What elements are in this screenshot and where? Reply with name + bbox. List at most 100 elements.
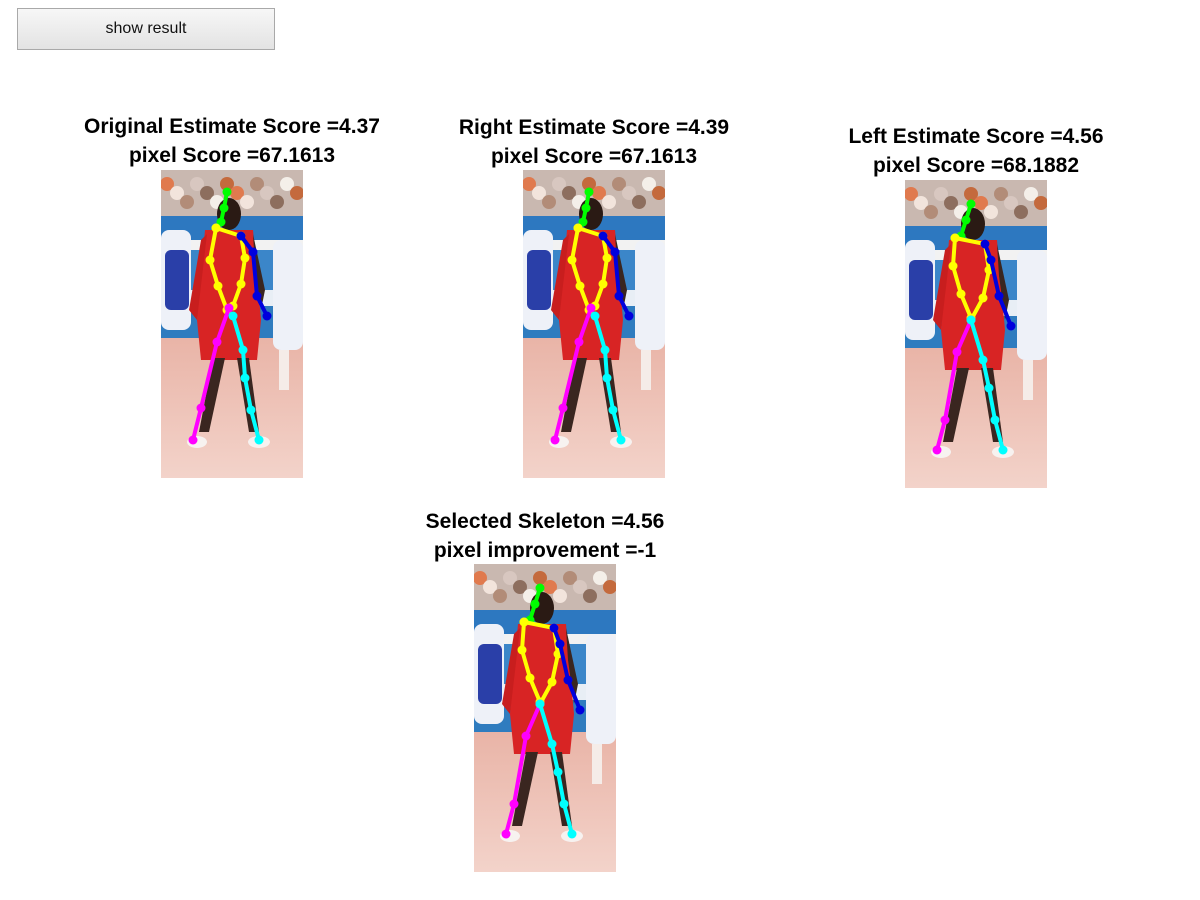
selected-skeleton [501, 583, 585, 839]
torso-joint [236, 279, 246, 289]
left-photo-background [905, 180, 1047, 488]
show-result-button[interactable]: show result [17, 8, 275, 50]
left-leg-joint [535, 699, 545, 709]
left-leg-joint [547, 739, 557, 749]
left-arm-joint [563, 675, 573, 685]
left-leg-joint [608, 405, 618, 415]
right-leg-limb [553, 306, 593, 442]
torso-joint [240, 253, 250, 263]
left-leg-joint [616, 435, 626, 445]
right-photo-svg [523, 170, 665, 478]
left-leg-joint [990, 415, 1000, 425]
original-pose-image [161, 170, 303, 478]
right-photo-background [523, 170, 665, 478]
left-arm-limb [983, 242, 1013, 328]
head-joint [584, 187, 594, 197]
selected-photo-svg [474, 564, 616, 872]
left-arm-joint [252, 291, 262, 301]
original-estimate-score-title: Original Estimate Score =4.37 [84, 115, 380, 138]
right-arm-joint [205, 255, 215, 265]
right-pose-image [523, 170, 665, 478]
left-leg-joint [602, 373, 612, 383]
right-leg-limb [504, 702, 542, 836]
left-arm-joint [555, 639, 565, 649]
head-joint [966, 199, 976, 209]
left-arm-joint [236, 231, 246, 241]
left-arm-joint [614, 291, 624, 301]
head-joint [530, 599, 540, 609]
left-arm-joint [262, 311, 272, 321]
left-leg-joint [984, 383, 994, 393]
torso-joint [602, 253, 612, 263]
left-arm-joint [624, 311, 634, 321]
right-skeleton [550, 187, 634, 445]
left-arm-joint [549, 623, 559, 633]
right-leg-joint [509, 799, 519, 809]
head-joint [535, 583, 545, 593]
right-leg-joint [932, 445, 942, 455]
original-estimate-panel: Original Estimate Score =4.37 pixel Scor… [40, 112, 424, 482]
left-leg-joint [590, 311, 600, 321]
torso-joint [978, 293, 988, 303]
right-arm-limb [208, 226, 229, 312]
selected-skeleton-score-title: Selected Skeleton =4.56 [425, 510, 665, 533]
left-leg-joint [254, 435, 264, 445]
right-leg-joint [196, 403, 206, 413]
left-pixel-score-title: pixel Score =68.1882 [872, 154, 1080, 177]
left-arm-limb [239, 234, 269, 318]
head-joint [578, 217, 588, 227]
right-arm-joint [948, 261, 958, 271]
right-leg-joint [940, 415, 950, 425]
left-pose-image [905, 180, 1047, 488]
left-arm-joint [598, 231, 608, 241]
right-leg-joint [521, 731, 531, 741]
left-estimate-panel: Left Estimate Score =4.56 pixel Score =6… [784, 122, 1168, 492]
right-leg-joint [212, 337, 222, 347]
right-arm-joint [567, 255, 577, 265]
right-arm-joint [519, 617, 529, 627]
left-estimate-score-title: Left Estimate Score =4.56 [848, 125, 1104, 148]
selected-pose-image [474, 564, 616, 872]
left-arm-joint [610, 247, 620, 257]
left-leg-joint [559, 799, 569, 809]
left-arm-limb [552, 626, 582, 712]
right-arm-limb [520, 620, 542, 704]
right-arm-limb [951, 236, 973, 320]
left-leg-joint [978, 355, 988, 365]
left-leg-joint [246, 405, 256, 415]
right-arm-joint [517, 645, 527, 655]
right-arm-joint [213, 281, 223, 291]
left-arm-joint [980, 239, 990, 249]
left-arm-limb [601, 234, 631, 318]
head-joint [581, 203, 591, 213]
right-arm-joint [525, 673, 535, 683]
left-arm-joint [248, 247, 258, 257]
original-skeleton [188, 187, 272, 445]
right-leg-joint [952, 347, 962, 357]
left-leg-joint [553, 767, 563, 777]
right-arm-joint [211, 223, 221, 233]
right-leg-joint [574, 337, 584, 347]
torso-joint [598, 279, 608, 289]
head-joint [961, 215, 971, 225]
left-leg-joint [238, 345, 248, 355]
selected-skeleton-panel: Selected Skeleton =4.56 pixel improvemen… [353, 507, 737, 877]
left-leg-joint [228, 311, 238, 321]
left-arm-joint [1006, 321, 1016, 331]
right-leg-joint [550, 435, 560, 445]
right-arm-limb [570, 226, 591, 312]
left-leg-joint [567, 829, 577, 839]
right-pixel-score-title: pixel Score =67.1613 [490, 145, 698, 168]
head-joint [222, 187, 232, 197]
right-leg-joint [188, 435, 198, 445]
left-arm-joint [986, 255, 996, 265]
head-joint [216, 217, 226, 227]
right-leg-limb [935, 318, 973, 452]
original-photo-background [161, 170, 303, 478]
right-leg-joint [224, 303, 234, 313]
right-arm-joint [573, 223, 583, 233]
right-arm-joint [950, 233, 960, 243]
right-estimate-panel: Right Estimate Score =4.39 pixel Score =… [402, 113, 786, 483]
left-skeleton [932, 199, 1016, 455]
